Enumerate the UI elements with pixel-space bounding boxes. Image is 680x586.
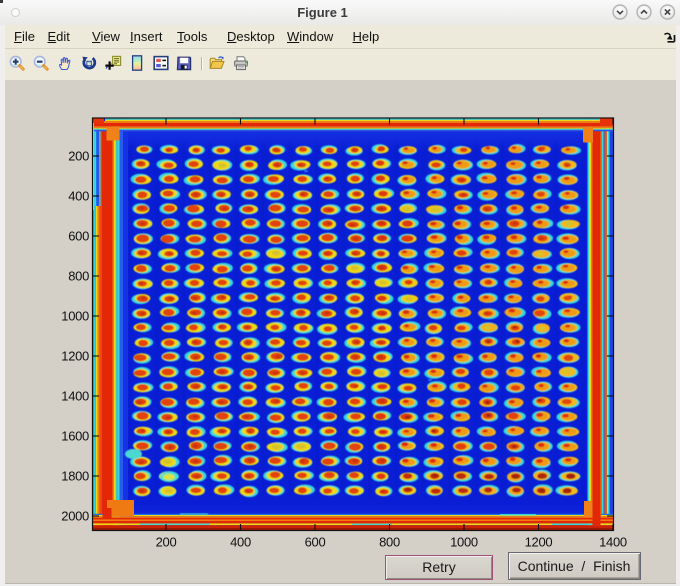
svg-text:200: 200 bbox=[68, 149, 89, 164]
svg-text:200: 200 bbox=[156, 535, 177, 550]
svg-text:2000: 2000 bbox=[61, 509, 89, 524]
svg-text:800: 800 bbox=[68, 269, 89, 284]
svg-text:600: 600 bbox=[68, 229, 89, 244]
svg-text:1400: 1400 bbox=[599, 535, 627, 550]
svg-text:1600: 1600 bbox=[61, 429, 89, 444]
svg-text:400: 400 bbox=[230, 535, 251, 550]
svg-text:1000: 1000 bbox=[450, 535, 478, 550]
svg-text:1200: 1200 bbox=[61, 349, 89, 364]
svg-text:800: 800 bbox=[379, 535, 400, 550]
svg-text:600: 600 bbox=[305, 535, 326, 550]
svg-text:1400: 1400 bbox=[61, 389, 89, 404]
svg-text:400: 400 bbox=[68, 189, 89, 204]
svg-text:1800: 1800 bbox=[61, 469, 89, 484]
svg-text:1200: 1200 bbox=[525, 535, 553, 550]
svg-text:1000: 1000 bbox=[61, 309, 89, 324]
